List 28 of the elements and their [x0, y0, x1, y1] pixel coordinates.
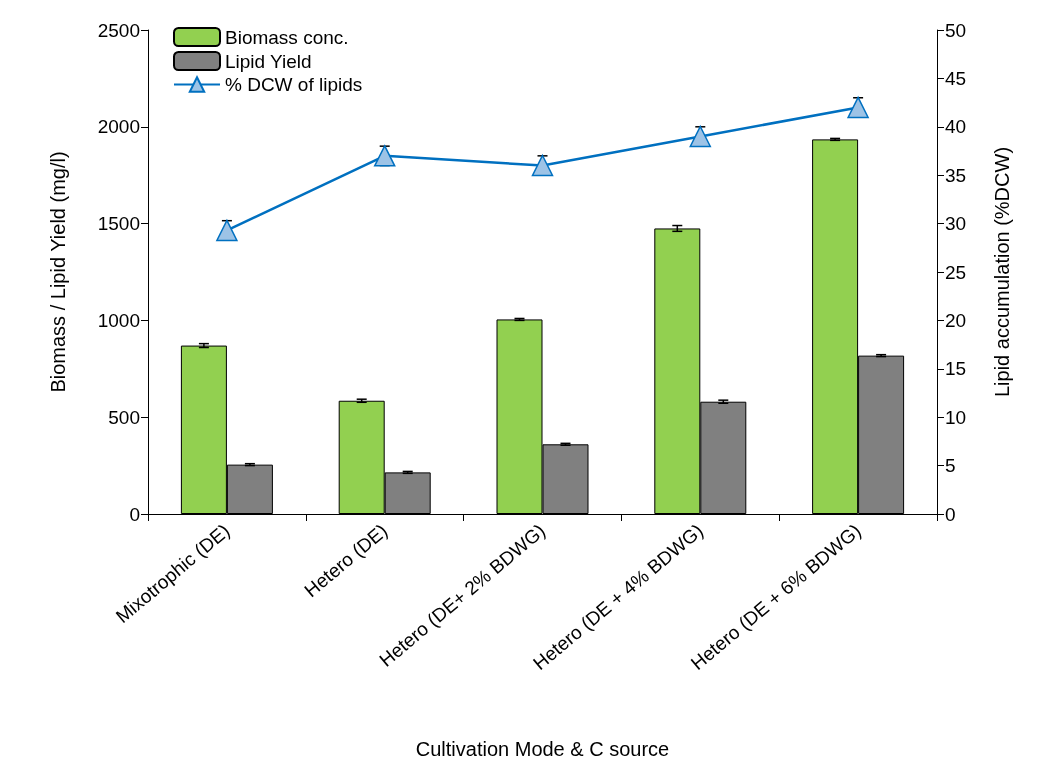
y2-tick-label: 5 — [945, 455, 956, 477]
legend-label: Biomass conc. — [225, 26, 349, 48]
y2-tick-label: 30 — [945, 213, 967, 235]
y2-tick-label: 40 — [945, 116, 967, 138]
y2-tick-label: 0 — [945, 503, 956, 525]
point — [531, 154, 554, 177]
y2-tick-label: 20 — [945, 309, 967, 331]
legend-label: Lipid Yield — [225, 50, 312, 72]
y2-axis-title: Lipid accumulation (%DCW) — [991, 146, 1013, 398]
y2-tick-label: 35 — [945, 164, 967, 186]
y-tick-label: 500 — [108, 406, 140, 428]
point — [847, 96, 869, 119]
y2-tick-label: 45 — [945, 67, 967, 89]
y2-tick-label: 15 — [945, 358, 967, 380]
point — [373, 145, 396, 167]
y-tick-label: 0 — [129, 503, 140, 525]
point — [689, 125, 712, 148]
y2-tick-label: 50 — [945, 19, 967, 41]
y-tick-label: 1000 — [97, 309, 140, 331]
point — [216, 219, 238, 242]
y2-tick-label: 25 — [945, 261, 967, 283]
y-tick-label: 2000 — [97, 116, 140, 138]
y-tick-label: 1500 — [97, 213, 140, 235]
y-tick-label: 2500 — [97, 19, 140, 41]
y-axis-title: Biomass / Lipid Yield (mg/l) — [47, 151, 69, 393]
x-axis-title: Cultivation Mode & C source — [415, 738, 670, 760]
y2-tick-label: 10 — [945, 406, 967, 428]
legend-label: % DCW of lipids — [225, 74, 363, 95]
